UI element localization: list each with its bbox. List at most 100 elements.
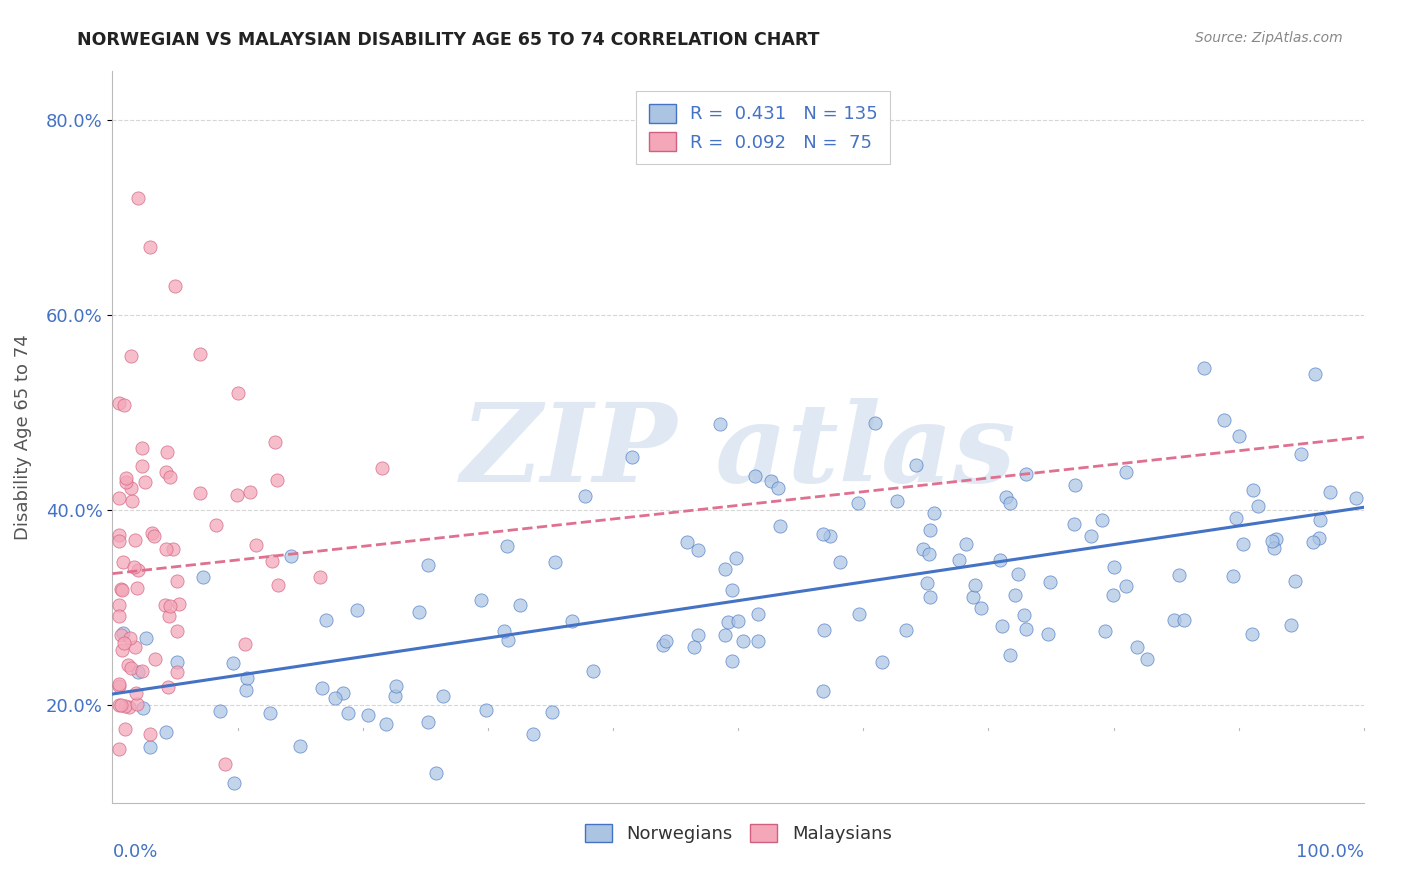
- Point: [769, 519, 792, 533]
- Point: [159, 469, 181, 483]
- Point: [766, 481, 789, 495]
- Point: [155, 725, 177, 739]
- Point: [114, 723, 136, 737]
- Point: [1241, 627, 1264, 641]
- Point: [191, 570, 214, 584]
- Point: [475, 703, 498, 717]
- Point: [125, 698, 148, 712]
- Point: [107, 533, 129, 548]
- Point: [917, 547, 939, 561]
- Point: [135, 631, 157, 645]
- Point: [962, 590, 984, 604]
- Point: [110, 698, 132, 712]
- Text: ZIP atlas: ZIP atlas: [460, 398, 1017, 506]
- Point: [970, 600, 993, 615]
- Point: [1305, 368, 1327, 382]
- Point: [582, 664, 605, 678]
- Point: [911, 542, 934, 557]
- Point: [221, 657, 243, 671]
- Point: [709, 417, 731, 431]
- Point: [522, 727, 544, 741]
- Point: [509, 598, 531, 612]
- Point: [918, 590, 941, 604]
- Point: [107, 528, 129, 542]
- Point: [1289, 446, 1312, 460]
- Point: [156, 680, 179, 694]
- Point: [1080, 529, 1102, 543]
- Point: [1063, 517, 1085, 532]
- Point: [138, 740, 160, 755]
- Point: [1346, 491, 1368, 505]
- Point: [1014, 467, 1036, 481]
- Point: [995, 490, 1018, 504]
- Point: [872, 656, 894, 670]
- Point: [332, 686, 354, 700]
- Text: 0.0%: 0.0%: [112, 843, 157, 861]
- Point: [118, 700, 141, 714]
- Point: [1213, 413, 1236, 427]
- Point: [1173, 613, 1195, 627]
- Point: [235, 682, 257, 697]
- Point: [205, 518, 228, 533]
- Point: [111, 642, 134, 657]
- Point: [1309, 513, 1331, 527]
- Point: [721, 582, 744, 597]
- Point: [948, 553, 970, 567]
- Point: [1227, 429, 1250, 443]
- Point: [1039, 575, 1062, 590]
- Point: [747, 607, 769, 622]
- Point: [863, 416, 886, 430]
- Text: NORWEGIAN VS MALAYSIAN DISABILITY AGE 65 TO 74 CORRELATION CHART: NORWEGIAN VS MALAYSIAN DISABILITY AGE 65…: [77, 31, 820, 49]
- Point: [107, 395, 129, 409]
- Point: [260, 554, 283, 568]
- Point: [309, 570, 332, 584]
- Point: [991, 619, 1014, 633]
- Point: [1007, 567, 1029, 582]
- Point: [120, 349, 142, 363]
- Point: [494, 624, 516, 639]
- Point: [375, 717, 398, 731]
- Point: [134, 475, 156, 489]
- Point: [107, 742, 129, 756]
- Point: [107, 677, 129, 691]
- Point: [125, 581, 148, 595]
- Point: [115, 471, 138, 485]
- Point: [1163, 613, 1185, 627]
- Point: [127, 665, 149, 680]
- Point: [233, 637, 256, 651]
- Point: [731, 634, 754, 648]
- Point: [418, 558, 440, 573]
- Point: [131, 458, 153, 473]
- Point: [846, 496, 869, 510]
- Point: [894, 624, 917, 638]
- Point: [311, 681, 333, 695]
- Point: [110, 582, 132, 596]
- Point: [107, 598, 129, 612]
- Point: [811, 527, 834, 541]
- Point: [225, 488, 247, 502]
- Point: [1000, 648, 1022, 662]
- Point: [384, 689, 406, 703]
- Point: [915, 576, 938, 591]
- Point: [714, 562, 737, 576]
- Point: [544, 555, 567, 569]
- Point: [117, 657, 139, 672]
- Point: [159, 599, 181, 614]
- Point: [727, 614, 749, 628]
- Point: [425, 766, 447, 780]
- Point: [166, 624, 188, 638]
- Point: [922, 506, 945, 520]
- Point: [574, 489, 596, 503]
- Point: [290, 739, 312, 753]
- Point: [107, 679, 129, 693]
- Point: [280, 549, 302, 563]
- Point: [1241, 483, 1264, 498]
- Point: [747, 634, 769, 648]
- Point: [688, 628, 710, 642]
- Point: [683, 640, 706, 654]
- Point: [266, 578, 288, 592]
- Point: [1284, 574, 1306, 588]
- Point: [112, 636, 135, 650]
- Legend: Norwegians, Malaysians: Norwegians, Malaysians: [575, 815, 901, 852]
- Point: [115, 475, 138, 489]
